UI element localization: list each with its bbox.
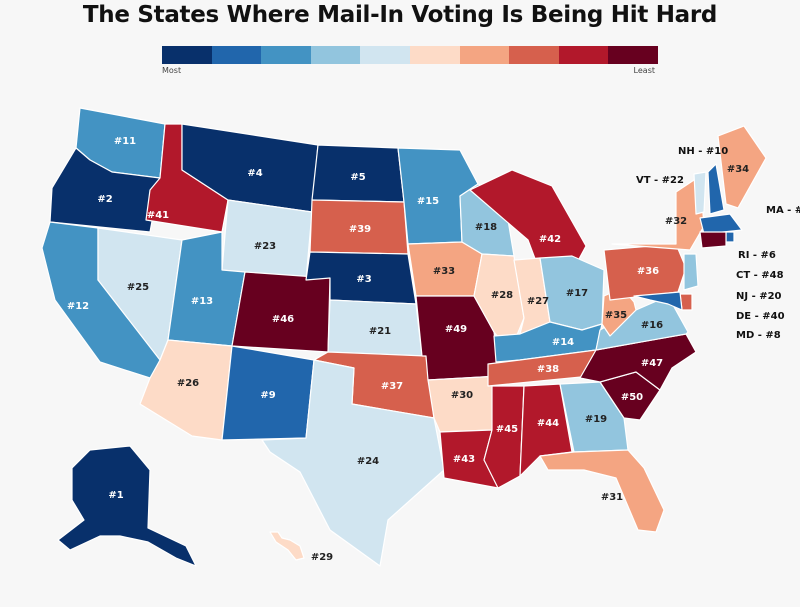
state-rank-label-wi: #18 [475,222,497,233]
state-rank-label-ok: #37 [381,381,403,392]
state-rank-label-ga: #19 [585,414,607,425]
state-rank-label-mn: #15 [417,196,439,207]
state-nj [683,253,699,291]
state-nh [707,163,725,215]
state-co [231,271,331,353]
state-rank-label-sd: #39 [349,224,371,235]
state-ny [611,175,705,251]
legend-most-label: Most [162,66,182,75]
legend-swatch [211,46,262,64]
state-md [633,291,683,311]
state-rank-label-sc: #50 [621,392,643,403]
state-rank-label-ak: #1 [108,490,123,501]
state-rank-label-mo: #49 [445,324,467,335]
color-legend [162,46,658,64]
state-rank-label-pa: #36 [637,266,659,277]
state-rank-label-mi: #42 [539,234,561,245]
state-rank-label-la: #43 [453,454,475,465]
state-vt [693,171,707,215]
state-rank-label-ny: #32 [665,216,687,227]
state-rank-label-al: #44 [537,418,559,429]
legend-swatch [310,46,361,64]
state-rank-label-ms: #45 [496,424,518,435]
legend-swatch [558,46,609,64]
state-rank-label-nv: #25 [127,282,149,293]
state-rank-label-ne: #3 [356,274,371,285]
legend-swatch [360,46,410,64]
state-rank-label-tn: #38 [537,364,559,375]
legend-least-label: Least [633,66,655,75]
callout-nj: NJ - #20 [736,291,782,302]
state-rank-label-wv: #35 [605,310,627,321]
callout-ri: RI - #6 [738,250,776,261]
state-rank-label-va: #16 [641,320,663,331]
state-ak [57,445,197,567]
state-ct [699,231,727,249]
callout-ma: MA - #7 [766,205,800,216]
state-rank-label-ar: #30 [451,390,473,401]
state-rank-label-nm: #9 [260,390,275,401]
state-rank-label-hi: #29 [311,552,333,563]
state-wy [221,199,313,281]
state-me [717,125,767,209]
state-tx [261,359,445,567]
state-rank-label-mt: #4 [247,168,262,179]
legend-swatch [261,46,311,64]
state-fl [539,449,665,533]
callout-de: DE - #40 [736,311,785,322]
state-rank-label-ks: #21 [369,326,391,337]
callout-md: MD - #8 [736,330,781,341]
state-rank-label-co: #46 [272,314,294,325]
state-rank-label-ia: #33 [433,266,455,277]
state-rank-label-id: #41 [147,210,169,221]
state-rank-label-wy: #23 [254,241,276,252]
map-title: The States Where Mail-In Voting Is Being… [82,2,718,28]
state-rank-label-il: #28 [491,290,513,301]
callout-nh: NH - #10 [678,146,728,157]
legend-swatch [459,46,510,64]
state-ri [725,231,735,243]
state-rank-label-wa: #11 [114,136,136,147]
state-rank-label-me: #34 [727,164,749,175]
state-rank-label-in: #27 [527,296,549,307]
state-hi [269,531,305,561]
state-ma [699,213,743,235]
state-rank-label-ky: #14 [552,337,574,348]
legend-swatch [509,46,559,64]
callout-vt: VT - #22 [636,175,684,186]
state-rank-label-ca: #12 [67,301,89,312]
legend-swatch [162,46,212,64]
legend-swatch [409,46,460,64]
state-rank-label-az: #26 [177,378,199,389]
callout-ct: CT - #48 [736,270,784,281]
state-rank-label-or: #2 [97,194,112,205]
state-rank-label-ut: #13 [191,296,213,307]
state-rank-label-fl: #31 [601,492,623,503]
state-rank-label-nd: #5 [350,172,365,183]
state-rank-label-oh: #17 [566,288,588,299]
legend-swatch [608,46,658,64]
state-rank-label-nc: #47 [641,358,663,369]
state-rank-label-tx: #24 [357,456,379,467]
